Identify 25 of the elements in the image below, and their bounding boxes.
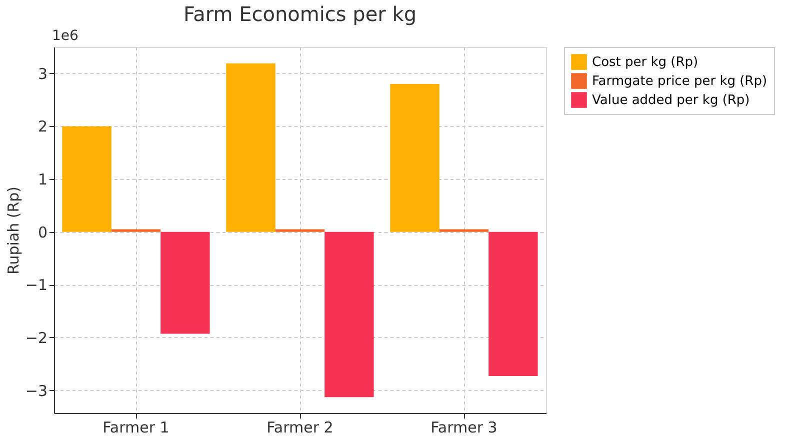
bar <box>324 232 374 398</box>
y-tick-label: 1 <box>38 170 48 189</box>
y-tick-label: 3 <box>38 64 48 83</box>
y-tick-label: −3 <box>25 382 48 400</box>
y-tick-label: −2 <box>25 328 48 347</box>
bar <box>390 84 440 232</box>
legend-label: Value added per kg (Rp) <box>592 93 750 108</box>
chart-title: Farm Economics per kg <box>183 2 417 26</box>
text: 1e6 <box>52 28 79 44</box>
y-axis-title: Rupiah (Rp) <box>4 186 22 275</box>
y-tick-label: 2 <box>38 118 48 136</box>
x-tick-label: Farmer 3 <box>430 418 498 436</box>
bar <box>226 63 276 232</box>
legend-label: Cost per kg (Rp) <box>592 55 698 70</box>
bar <box>488 232 538 376</box>
bar <box>160 232 210 334</box>
bar <box>275 229 325 232</box>
legend-label: Farmgate price per kg (Rp) <box>592 74 768 89</box>
x-tick-label: Farmer 2 <box>266 418 334 436</box>
y-tick-label: 0 <box>38 223 48 242</box>
bar <box>439 229 489 232</box>
x-tick-label: Farmer 1 <box>102 418 170 436</box>
y-tick-label: −1 <box>25 276 48 294</box>
bar <box>62 126 112 232</box>
bar <box>111 229 161 232</box>
